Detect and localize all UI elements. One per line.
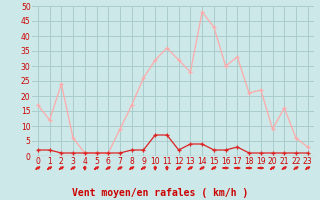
Text: Vent moyen/en rafales ( km/h ): Vent moyen/en rafales ( km/h ): [72, 188, 248, 198]
